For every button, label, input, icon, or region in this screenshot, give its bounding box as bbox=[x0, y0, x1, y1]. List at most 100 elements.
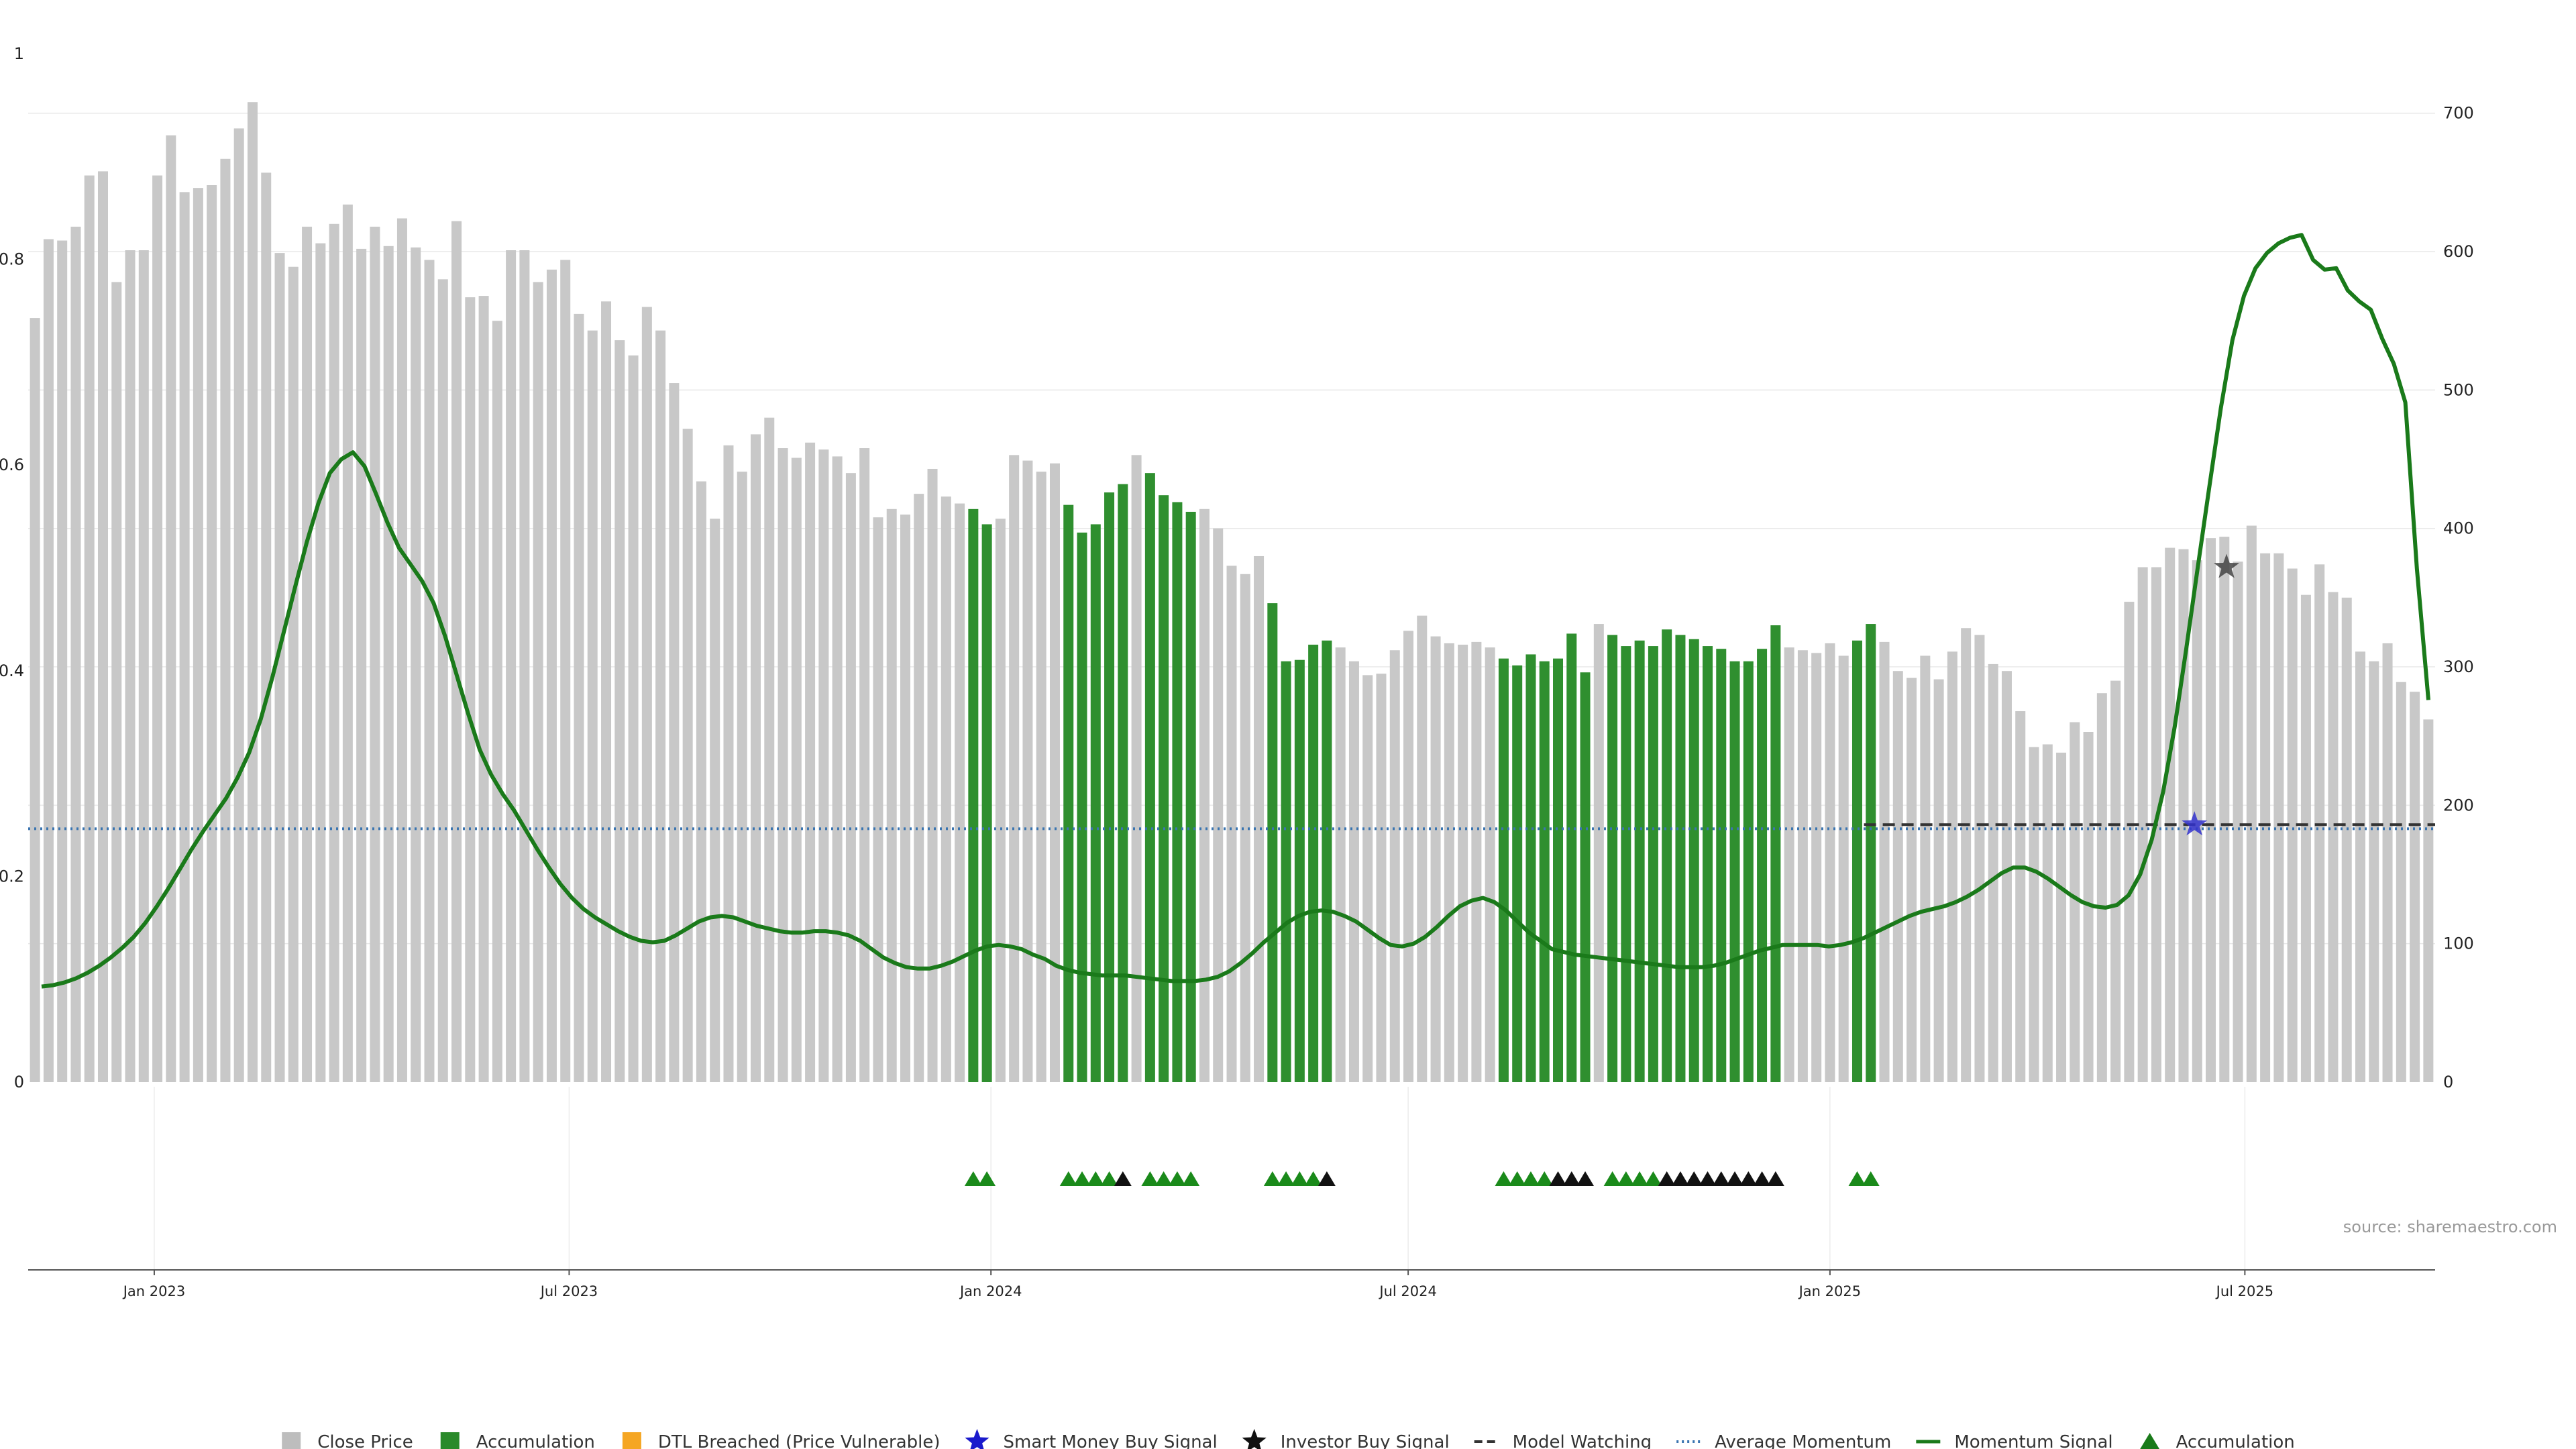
close-price-bar bbox=[2001, 671, 2012, 1082]
accumulation-triangle bbox=[1304, 1171, 1322, 1186]
close-price-bar bbox=[737, 472, 747, 1082]
close-price-bar bbox=[1362, 675, 1373, 1082]
accumulation-bar bbox=[1118, 484, 1128, 1082]
close-price-bar bbox=[533, 282, 543, 1083]
close-price-bar bbox=[1430, 636, 1441, 1082]
close-price-bar bbox=[84, 175, 95, 1082]
close-price-bar bbox=[955, 503, 965, 1082]
signal-triangle bbox=[1753, 1171, 1771, 1186]
close-price-bar bbox=[1811, 653, 1822, 1082]
accumulation-triangle bbox=[1087, 1171, 1105, 1186]
x-axis-tick-label: Jan 2025 bbox=[1798, 1283, 1862, 1299]
signal-triangle bbox=[1549, 1171, 1567, 1186]
accumulation-bar bbox=[1688, 639, 1699, 1082]
left-axis-tick-label: 0.4 bbox=[0, 661, 24, 680]
accumulation-triangles bbox=[964, 1171, 1880, 1186]
right-axis-tick-label: 200 bbox=[2443, 796, 2474, 814]
close-price-bar bbox=[2070, 722, 2080, 1082]
accumulation-triangle bbox=[1073, 1171, 1091, 1186]
accumulation-triangle bbox=[1263, 1171, 1281, 1186]
close-price-bar bbox=[1389, 650, 1400, 1082]
accumulation-bar bbox=[968, 508, 979, 1082]
close-price-bar bbox=[1009, 455, 1020, 1082]
right-axis-tick-label: 100 bbox=[2443, 934, 2474, 953]
close-price-bar bbox=[1974, 635, 1985, 1082]
close-price-bar bbox=[1131, 455, 1142, 1082]
close-price-bar bbox=[1907, 678, 1917, 1082]
close-price-bar bbox=[927, 468, 938, 1082]
close-price-bar bbox=[560, 260, 571, 1082]
signal-triangle bbox=[1576, 1171, 1595, 1186]
close-price-bar bbox=[587, 330, 598, 1083]
accumulation-triangle bbox=[1495, 1171, 1513, 1186]
close-price-bar bbox=[2165, 547, 2176, 1082]
legend-item: Model Watching bbox=[1474, 1432, 1652, 1449]
close-price-bar bbox=[396, 218, 407, 1082]
right-axis-tick-label: 300 bbox=[2443, 657, 2474, 676]
close-price-bar bbox=[655, 330, 666, 1083]
close-price-bar bbox=[43, 239, 54, 1082]
legend: Close Price Accumulation DTL Breached (Pri… bbox=[282, 1429, 2295, 1449]
accumulation-bar bbox=[1063, 504, 1074, 1082]
signal-triangle bbox=[1712, 1171, 1730, 1186]
momentum-signal-line bbox=[41, 233, 2430, 989]
legend-label: DTL Breached (Price Vulnerable) bbox=[658, 1432, 941, 1449]
close-price-bar bbox=[2396, 682, 2406, 1082]
close-price-bar bbox=[2369, 661, 2379, 1082]
close-price-bar bbox=[274, 253, 285, 1082]
close-price-bar bbox=[574, 313, 584, 1082]
accumulation-bar bbox=[1702, 646, 1713, 1082]
close-price-bar bbox=[302, 226, 313, 1083]
accumulation-bar bbox=[1866, 624, 1876, 1082]
accumulation-bar bbox=[1104, 492, 1115, 1082]
legend-item: DTL Breached (Price Vulnerable) bbox=[622, 1432, 941, 1449]
legend-label: Accumulation bbox=[476, 1432, 595, 1449]
x-axis-tick-label: Jan 2023 bbox=[122, 1283, 186, 1299]
x-axis-tick-label: Jul 2023 bbox=[539, 1283, 598, 1299]
axes: 0 100 200 300 400 500 600 700 0 0.2 0.4 0.6 0.8 1 Jan … bbox=[0, 44, 2474, 1299]
left-axis-tick-label: 1 bbox=[14, 44, 24, 63]
close-price-bar bbox=[1784, 647, 1794, 1082]
close-price-bar bbox=[261, 172, 272, 1083]
legend-label: Close Price bbox=[317, 1432, 413, 1449]
legend-square-icon bbox=[622, 1432, 641, 1449]
legend-item: Close Price bbox=[282, 1432, 413, 1449]
accumulation-triangle bbox=[1168, 1171, 1186, 1186]
legend-label: Average Momentum bbox=[1715, 1432, 1891, 1449]
close-price-bar bbox=[1961, 628, 1972, 1082]
close-price-bar bbox=[138, 250, 149, 1082]
close-price-bar bbox=[2124, 602, 2135, 1082]
accumulation-bar bbox=[1580, 672, 1591, 1082]
close-price-bar bbox=[2083, 731, 2094, 1082]
close-price-bar bbox=[1485, 647, 1495, 1082]
close-price-bar bbox=[1947, 651, 1957, 1082]
close-price-bar bbox=[465, 297, 476, 1082]
x-axis-tick-label: Jul 2024 bbox=[1378, 1283, 1436, 1299]
accumulation-bar bbox=[1308, 645, 1319, 1082]
close-price-bar bbox=[478, 296, 489, 1083]
legend-square-icon bbox=[440, 1432, 460, 1449]
close-price-bar bbox=[451, 221, 462, 1083]
close-price-bar bbox=[805, 442, 816, 1082]
close-price-bar bbox=[1825, 643, 1835, 1082]
legend-item: Accumulation bbox=[440, 1432, 595, 1449]
close-price-bar bbox=[1444, 643, 1454, 1082]
price-bars bbox=[30, 102, 2434, 1083]
left-axis-tick-label: 0.6 bbox=[0, 455, 24, 474]
close-price-bar bbox=[2233, 561, 2243, 1082]
close-price-bar bbox=[669, 383, 680, 1082]
close-price-bar bbox=[1376, 674, 1387, 1082]
accumulation-triangle bbox=[978, 1171, 996, 1186]
close-price-bar bbox=[220, 158, 231, 1083]
close-price-bar bbox=[2042, 744, 2053, 1082]
legend-label: Accumulation bbox=[2176, 1432, 2295, 1449]
close-price-bar bbox=[710, 519, 720, 1082]
close-price-bar bbox=[1838, 655, 1849, 1082]
legend-item: Momentum Signal bbox=[1916, 1432, 2113, 1449]
close-price-bar bbox=[873, 517, 883, 1082]
accumulation-triangle bbox=[1182, 1171, 1200, 1186]
close-price-bar bbox=[193, 188, 203, 1082]
close-price-bar bbox=[166, 135, 176, 1082]
accumulation-bar bbox=[1144, 473, 1155, 1082]
right-axis-tick-label: 700 bbox=[2443, 104, 2474, 123]
